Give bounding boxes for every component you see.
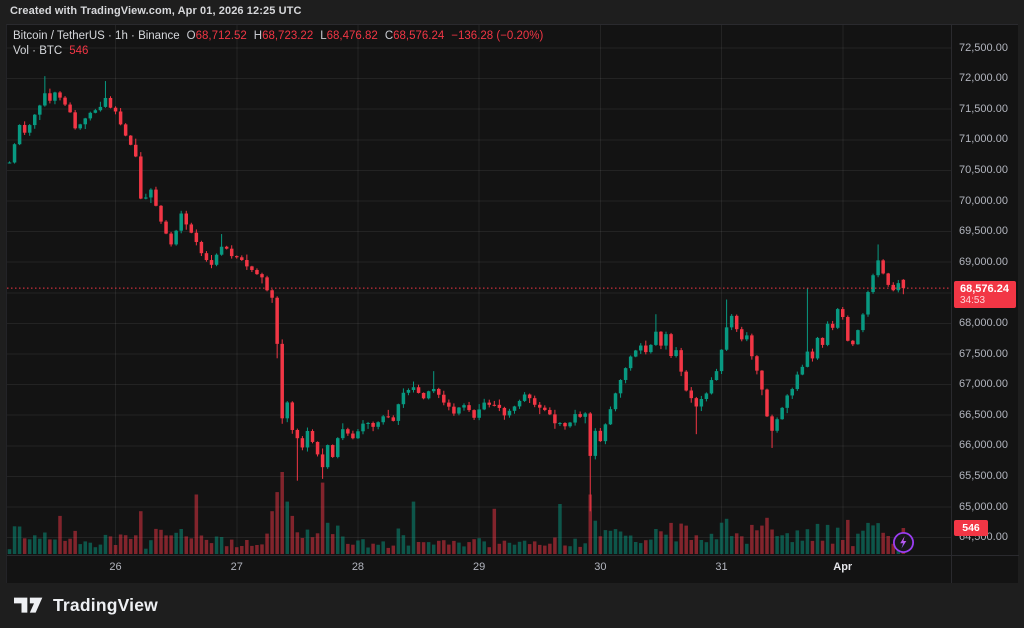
price-tick-label: 66,000.00 <box>959 439 1008 452</box>
tradingview-logo-icon[interactable] <box>14 596 44 615</box>
price-tick-label: 71,500.00 <box>959 102 1008 115</box>
last-price-label: 68,576.24 34:53 <box>954 281 1016 309</box>
ohlc-open: O 68,712.52 <box>186 30 247 42</box>
candlestick-chart[interactable] <box>7 25 1019 584</box>
time-tick-label: 29 <box>473 561 486 573</box>
price-tick-label: 70,500.00 <box>959 163 1008 176</box>
symbol-title[interactable]: Bitcoin / TetherUS · 1h · Binance <box>13 30 180 42</box>
price-tick-label: 71,000.00 <box>959 133 1008 146</box>
ohlc-low: L 68,476.82 <box>320 30 378 42</box>
price-tick-label: 66,500.00 <box>959 408 1008 421</box>
time-tick-label: 27 <box>230 561 243 573</box>
time-tick-label: 30 <box>594 561 607 573</box>
price-tick-label: 69,000.00 <box>959 255 1008 268</box>
price-tick-label: 65,000.00 <box>959 500 1008 513</box>
lightning-icon[interactable] <box>892 531 915 554</box>
ohlc-high: H 68,723.22 <box>253 30 314 42</box>
volume-indicator-title[interactable]: Vol · BTC <box>13 45 63 57</box>
price-tick-label: 67,000.00 <box>959 378 1008 391</box>
time-axis[interactable]: 26 27 28 29 30 31 Apr <box>7 555 951 581</box>
price-tick-label: 72,500.00 <box>959 41 1008 54</box>
volume-value: 546 <box>69 45 89 57</box>
price-tick-label: 68,000.00 <box>959 316 1008 329</box>
price-tick-label: 69,500.00 <box>959 225 1008 238</box>
price-tick-label: 67,500.00 <box>959 347 1008 360</box>
time-tick-label: 28 <box>351 561 365 573</box>
tradingview-logo-text[interactable]: TradingView <box>53 595 158 615</box>
price-tick-label: 65,500.00 <box>959 469 1008 482</box>
time-tick-label: Apr <box>833 561 853 573</box>
last-price-value: 68,576.24 <box>960 283 1009 296</box>
footer-bar: TradingView <box>0 583 1024 628</box>
chart-legend[interactable]: Bitcoin / TetherUS · 1h · Binance O 68,71… <box>13 29 543 59</box>
time-tick-label: 26 <box>109 561 122 573</box>
price-axis[interactable]: 72,500.00 72,000.00 71,500.00 71,000.00 70,5… <box>951 25 1019 555</box>
attribution-text: Created with TradingView.com, Apr 01, 20… <box>10 5 302 17</box>
bar-countdown: 34:53 <box>960 295 986 307</box>
price-tick-label: 72,000.00 <box>959 72 1008 85</box>
price-tick-label: 70,000.00 <box>959 194 1008 207</box>
chart-widget: Bitcoin / TetherUS · 1h · Binance O 68,71… <box>6 24 1019 584</box>
time-tick-label: 31 <box>715 561 728 573</box>
volume-axis-label: 546 <box>954 520 988 536</box>
ohlc-close: C 68,576.24 <box>384 30 445 42</box>
price-change: −136.28 (−0.20%) <box>451 30 544 42</box>
